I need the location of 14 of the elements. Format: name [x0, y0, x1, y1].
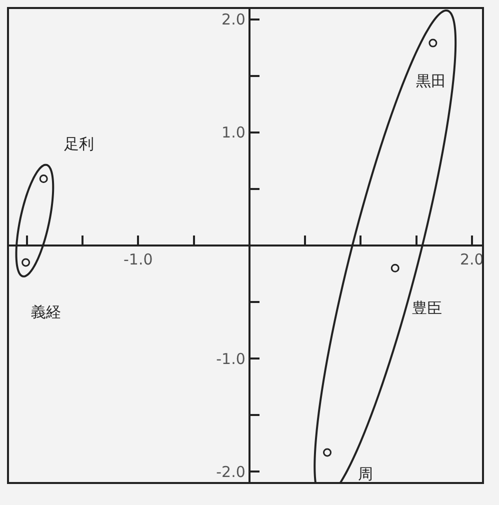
y-tick-label: -1.0	[216, 350, 246, 368]
y-tick-label: 1.0	[222, 124, 246, 142]
point	[390, 264, 400, 272]
point	[323, 448, 332, 457]
point	[428, 38, 438, 48]
annotation: 足利	[64, 135, 94, 153]
y-tick-label: -2.0	[216, 462, 246, 481]
point	[22, 258, 30, 267]
point	[39, 174, 48, 184]
annotation: 黒田	[416, 72, 446, 90]
y-tick-label: 2.0	[222, 10, 246, 29]
annotation: 義経	[31, 303, 61, 321]
annotation: 周	[358, 465, 373, 483]
annotation: 豊臣	[412, 299, 442, 317]
